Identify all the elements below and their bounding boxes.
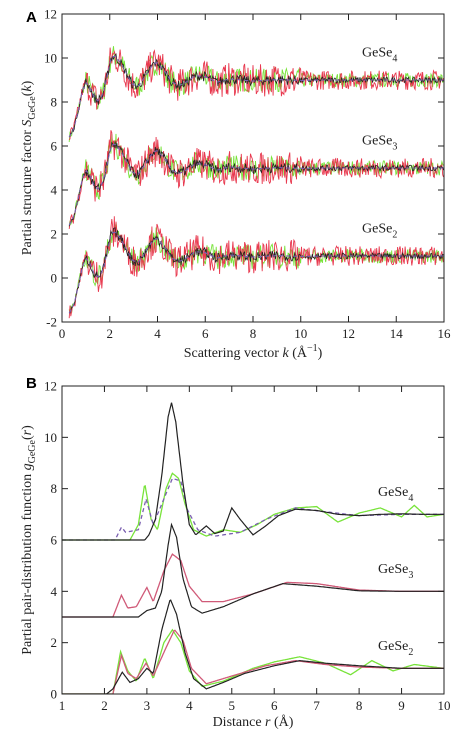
curve-label-gese3: GeSe3 xyxy=(378,562,413,581)
panel-a-x-axis-label: Scattering vector k (Å−1) xyxy=(184,343,323,361)
x-tick-label: 7 xyxy=(313,698,320,713)
x-tick-label: 12 xyxy=(342,326,355,341)
y-tick-label: 0 xyxy=(51,271,58,286)
curve-label-gese2: GeSe2 xyxy=(378,639,413,658)
gese2-noisy-black-line xyxy=(68,227,444,314)
y-tick-label: 10 xyxy=(44,51,57,66)
gese2-red-line xyxy=(62,629,444,694)
gese4-model-dashed-line xyxy=(68,55,444,138)
panel-b-y-ticks: 0 2 4 6 8 10 12 xyxy=(44,379,444,702)
gese2-model-dashed-line xyxy=(68,231,444,314)
panel-b-curve-labels: GeSe4 GeSe3 GeSe2 xyxy=(378,485,413,658)
x-tick-label: 4 xyxy=(186,698,193,713)
panel-a-letter: A xyxy=(26,9,37,26)
panel-b-curves xyxy=(62,402,444,694)
y-tick-label: -2 xyxy=(46,315,57,330)
gese4-black-line xyxy=(62,402,444,541)
curve-label-gese4: GeSe4 xyxy=(362,45,397,64)
x-tick-label: 5 xyxy=(229,698,236,713)
x-tick-label: 3 xyxy=(144,698,151,713)
gese3-noisy-green-line xyxy=(68,133,444,228)
y-tick-label: 12 xyxy=(44,379,57,394)
y-tick-label: 0 xyxy=(51,687,58,702)
panel-a-curves xyxy=(68,46,444,319)
y-tick-label: 8 xyxy=(51,481,58,496)
x-tick-label: 4 xyxy=(154,326,161,341)
gese3-model-dashed-line xyxy=(68,143,444,226)
x-tick-label: 14 xyxy=(390,326,404,341)
x-tick-label: 0 xyxy=(59,326,66,341)
panel-a-y-axis-label: Partial structure factor SGeGe(k) xyxy=(20,80,38,255)
y-tick-label: 12 xyxy=(44,7,57,22)
y-tick-label: 2 xyxy=(51,227,58,242)
panel-a-y-ticks: -2 0 2 4 6 8 10 12 xyxy=(44,7,444,330)
panel-b-x-ticks: 1 2 3 4 5 6 7 8 9 10 xyxy=(59,386,451,713)
curve-label-gese4: GeSe4 xyxy=(378,485,413,504)
y-tick-label: 6 xyxy=(51,139,58,154)
curve-label-gese3: GeSe3 xyxy=(362,133,397,152)
panel-a-curve-labels: GeSe4 GeSe3 GeSe2 xyxy=(362,45,397,240)
y-tick-label: 4 xyxy=(51,183,58,198)
panel-b-y-axis-label: Partial pair-distribution function gGeGe… xyxy=(20,425,38,655)
x-tick-label: 10 xyxy=(438,698,451,713)
x-tick-label: 6 xyxy=(271,698,278,713)
y-tick-label: 10 xyxy=(44,430,57,445)
gese2-noisy-red-line xyxy=(68,216,444,319)
gese2-green-line xyxy=(62,628,444,694)
panel-a-x-ticks: 0 2 4 6 8 10 12 14 16 xyxy=(59,14,451,341)
x-tick-label: 8 xyxy=(250,326,257,341)
x-tick-label: 1 xyxy=(59,698,66,713)
x-tick-label: 2 xyxy=(107,326,114,341)
gese3-black-line xyxy=(62,522,444,618)
gese4-noisy-black-line xyxy=(68,53,444,137)
x-tick-label: 10 xyxy=(294,326,307,341)
x-tick-label: 2 xyxy=(101,698,108,713)
y-tick-label: 2 xyxy=(51,635,58,650)
panel-b-letter: B xyxy=(26,375,37,392)
gese3-noisy-black-line xyxy=(68,141,444,227)
gese4-dashed-line xyxy=(62,477,444,541)
y-tick-label: 6 xyxy=(51,533,58,548)
y-tick-label: 4 xyxy=(51,584,58,599)
curve-label-gese2: GeSe2 xyxy=(362,221,397,240)
x-tick-label: 6 xyxy=(202,326,209,341)
gese4-noisy-red-line xyxy=(68,47,444,141)
panel-b-x-axis-label: Distance r (Å) xyxy=(213,714,294,730)
y-tick-label: 8 xyxy=(51,95,58,110)
gese2-black-line xyxy=(62,599,444,694)
x-tick-label: 16 xyxy=(438,326,452,341)
x-tick-label: 9 xyxy=(398,698,405,713)
x-tick-label: 8 xyxy=(356,698,363,713)
